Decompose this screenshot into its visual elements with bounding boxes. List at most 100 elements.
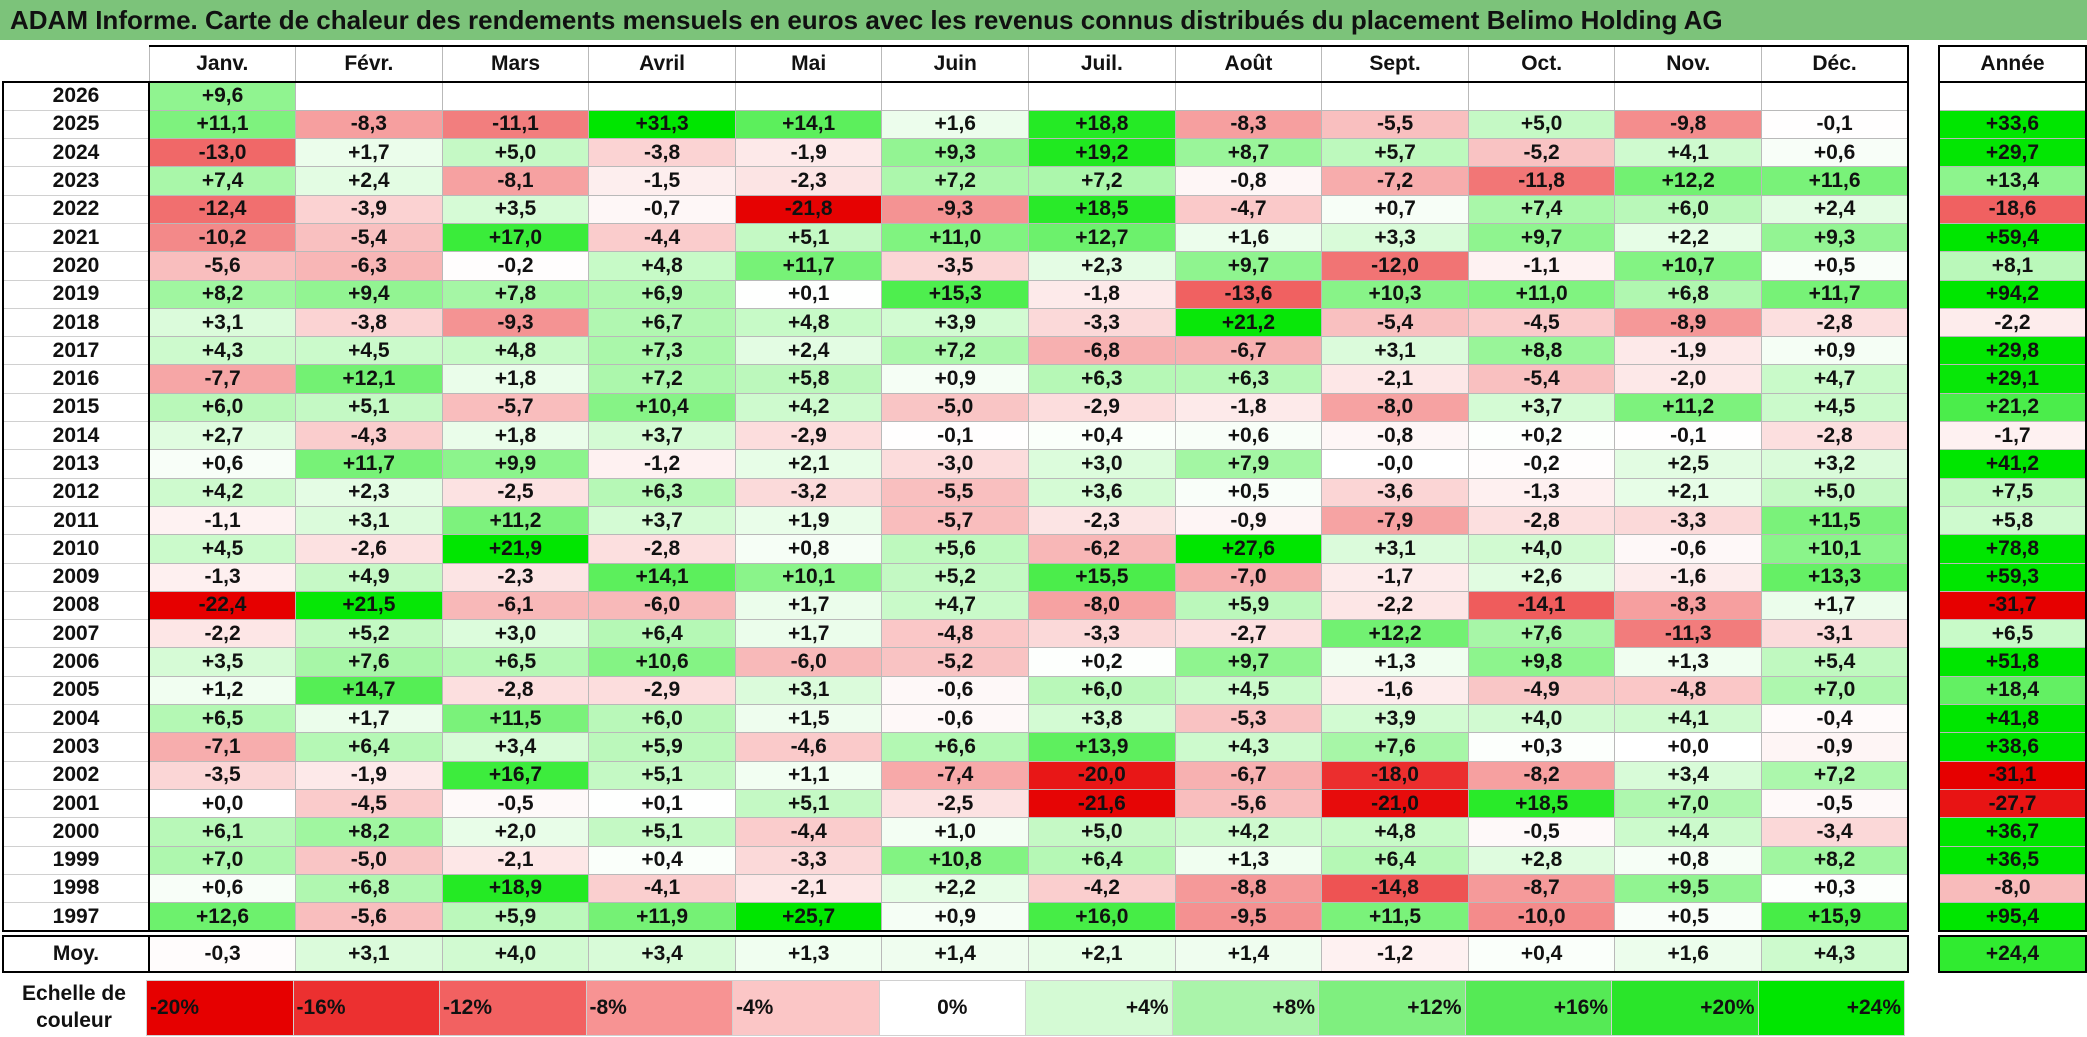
heatmap-cell: +11,5 <box>1761 505 1910 536</box>
heatmap-cell: -5,6 <box>295 902 443 932</box>
heatmap-cell: -9,3 <box>881 194 1030 224</box>
heatmap-cell: +10,1 <box>734 562 883 592</box>
heatmap-cell: -3,5 <box>148 760 297 790</box>
heatmap-cell: -0,2 <box>441 251 590 281</box>
heatmap-cell: -6,0 <box>588 590 736 621</box>
heatmap-cell: +4,8 <box>1321 817 1469 847</box>
heatmap-cell: +4,7 <box>881 590 1030 621</box>
heatmap-cell: +3,1 <box>1321 336 1469 366</box>
annual-return-cell: +29,7 <box>1938 138 2087 168</box>
heatmap-cell: +5,7 <box>1321 138 1469 168</box>
year-row: 2020 -5,6 -6,3 -0,2 +4,8 +11,7 -3,5 +2,3 +9,7 -12… <box>2 251 1910 281</box>
heatmap-cell: -4,5 <box>1467 307 1616 338</box>
year-row: 2024 -13,0 +1,7 +5,0 -3,8 -1,9 +9,3 +19,2 +8,7 +5… <box>2 138 1910 168</box>
heatmap-cell: -2,8 <box>1761 421 1910 451</box>
heatmap-cell: -10,2 <box>148 222 297 253</box>
year-row: 2006 +3,5 +7,6 +6,5 +10,6 -6,0 -5,2 +0,2 +9,7 +1,… <box>2 647 1910 677</box>
heatmap-cell: +2,1 <box>734 449 883 479</box>
heatmap-cell: +12,2 <box>1614 166 1763 196</box>
heatmap-cell: -6,7 <box>1174 760 1323 790</box>
annual-return-cell: +8,1 <box>1938 251 2087 281</box>
year-label: 2009 <box>2 562 150 592</box>
heatmap-cell: -21,6 <box>1028 788 1176 819</box>
heatmap-cell: +15,9 <box>1761 902 1910 932</box>
heatmap-cell: -3,2 <box>734 477 883 507</box>
heatmap-cell: -5,4 <box>1467 364 1616 394</box>
heatmap-cell: +6,8 <box>1614 279 1763 309</box>
heatmap-cell: +2,3 <box>295 477 443 507</box>
annual-return-cell: +29,1 <box>1938 364 2087 394</box>
annual-return-cell: -8,0 <box>1938 873 2087 904</box>
heatmap-cell: +11,1 <box>148 109 297 140</box>
heatmap-cell: +2,4 <box>734 336 883 366</box>
annual-return-cell <box>1938 80 2087 111</box>
heatmap-cell: +2,2 <box>881 873 1030 904</box>
heatmap-cell: -2,9 <box>734 421 883 451</box>
heatmap-cell: -9,5 <box>1174 902 1323 932</box>
chart-title: ADAM Informe. Carte de chaleur des rende… <box>0 0 2087 40</box>
heatmap-cell: +18,5 <box>1467 788 1616 819</box>
heatmap-cell: +1,3 <box>1174 845 1323 875</box>
heatmap-cell: +6,0 <box>588 704 736 734</box>
heatmap-cell: -8,3 <box>1174 109 1323 140</box>
heatmap-cell: +10,7 <box>1614 251 1763 281</box>
month-header: Févr. <box>295 45 443 83</box>
annual-return-cell: -31,1 <box>1938 760 2087 790</box>
heatmap-cell: +0,2 <box>1467 421 1616 451</box>
color-scale-swatch: -16% <box>292 980 440 1036</box>
heatmap-cell: +9,9 <box>441 449 590 479</box>
heatmap-cell: +3,5 <box>441 194 590 224</box>
heatmap-cell: +6,3 <box>1174 364 1323 394</box>
heatmap-cell: +1,9 <box>734 505 883 536</box>
year-label: 2023 <box>2 166 150 196</box>
heatmap-cell: +5,2 <box>881 562 1030 592</box>
heatmap-cell: +1,1 <box>734 760 883 790</box>
month-header: Déc. <box>1761 45 1910 83</box>
heatmap-cell: -3,3 <box>1028 619 1176 649</box>
heatmap-cell: +7,4 <box>1467 194 1616 224</box>
heatmap-cell: +12,6 <box>148 902 297 932</box>
average-cell: -1,2 <box>1321 934 1469 973</box>
average-annual-cell: +24,4 <box>1938 934 2087 973</box>
heatmap-cell: -1,9 <box>295 760 443 790</box>
heatmap-cell: +4,8 <box>588 251 736 281</box>
heatmap-cell: +4,8 <box>441 336 590 366</box>
month-header: Mars <box>441 45 590 83</box>
heatmap-cell: -4,2 <box>1028 873 1176 904</box>
year-row: 2013 +0,6 +11,7 +9,9 -1,2 +2,1 -3,0 +3,0 +7,9 -0,… <box>2 449 1910 479</box>
heatmap-cell: +6,5 <box>441 647 590 677</box>
heatmap-cell: -7,2 <box>1321 166 1469 196</box>
heatmap-cell: -12,0 <box>1321 251 1469 281</box>
heatmap-cell: -18,0 <box>1321 760 1469 790</box>
heatmap-cell: +0,7 <box>1321 194 1469 224</box>
heatmap-cell: -4,5 <box>295 788 443 819</box>
heatmap-cell: +0,6 <box>1761 138 1910 168</box>
heatmap-cell: +0,6 <box>148 449 297 479</box>
heatmap-cell: +0,5 <box>1614 902 1763 932</box>
heatmap-cell: +2,2 <box>1614 222 1763 253</box>
heatmap-cell: +12,1 <box>295 364 443 394</box>
heatmap-cell: -1,8 <box>1028 279 1176 309</box>
heatmap-cell: -4,1 <box>588 873 736 904</box>
year-label: 1998 <box>2 873 150 904</box>
heatmap-cell: -2,8 <box>588 534 736 564</box>
average-cell: +4,3 <box>1761 934 1910 973</box>
average-cell: +1,4 <box>881 934 1030 973</box>
heatmap-cell: +9,8 <box>1467 647 1616 677</box>
heatmap-cell: -3,4 <box>1761 817 1910 847</box>
year-label: 2013 <box>2 449 150 479</box>
annual-return-cell: +36,7 <box>1938 817 2087 847</box>
heatmap-cell: +0,3 <box>1467 732 1616 762</box>
heatmap-cell: +7,6 <box>1321 732 1469 762</box>
heatmap-cell: -3,3 <box>1614 505 1763 536</box>
year-row: 2008 -22,4 +21,5 -6,1 -6,0 +1,7 +4,7 -8,0 +5,9 -2… <box>2 590 1910 621</box>
heatmap-cell <box>1321 80 1469 111</box>
heatmap-cell: +11,2 <box>1614 392 1763 423</box>
heatmap-cell: +3,1 <box>295 505 443 536</box>
heatmap-cell: +21,5 <box>295 590 443 621</box>
year-label: 2017 <box>2 336 150 366</box>
year-label: 2012 <box>2 477 150 507</box>
heatmap-cell: -21,8 <box>734 194 883 224</box>
heatmap-cell: +7,0 <box>1614 788 1763 819</box>
heatmap-cell: +1,8 <box>441 421 590 451</box>
